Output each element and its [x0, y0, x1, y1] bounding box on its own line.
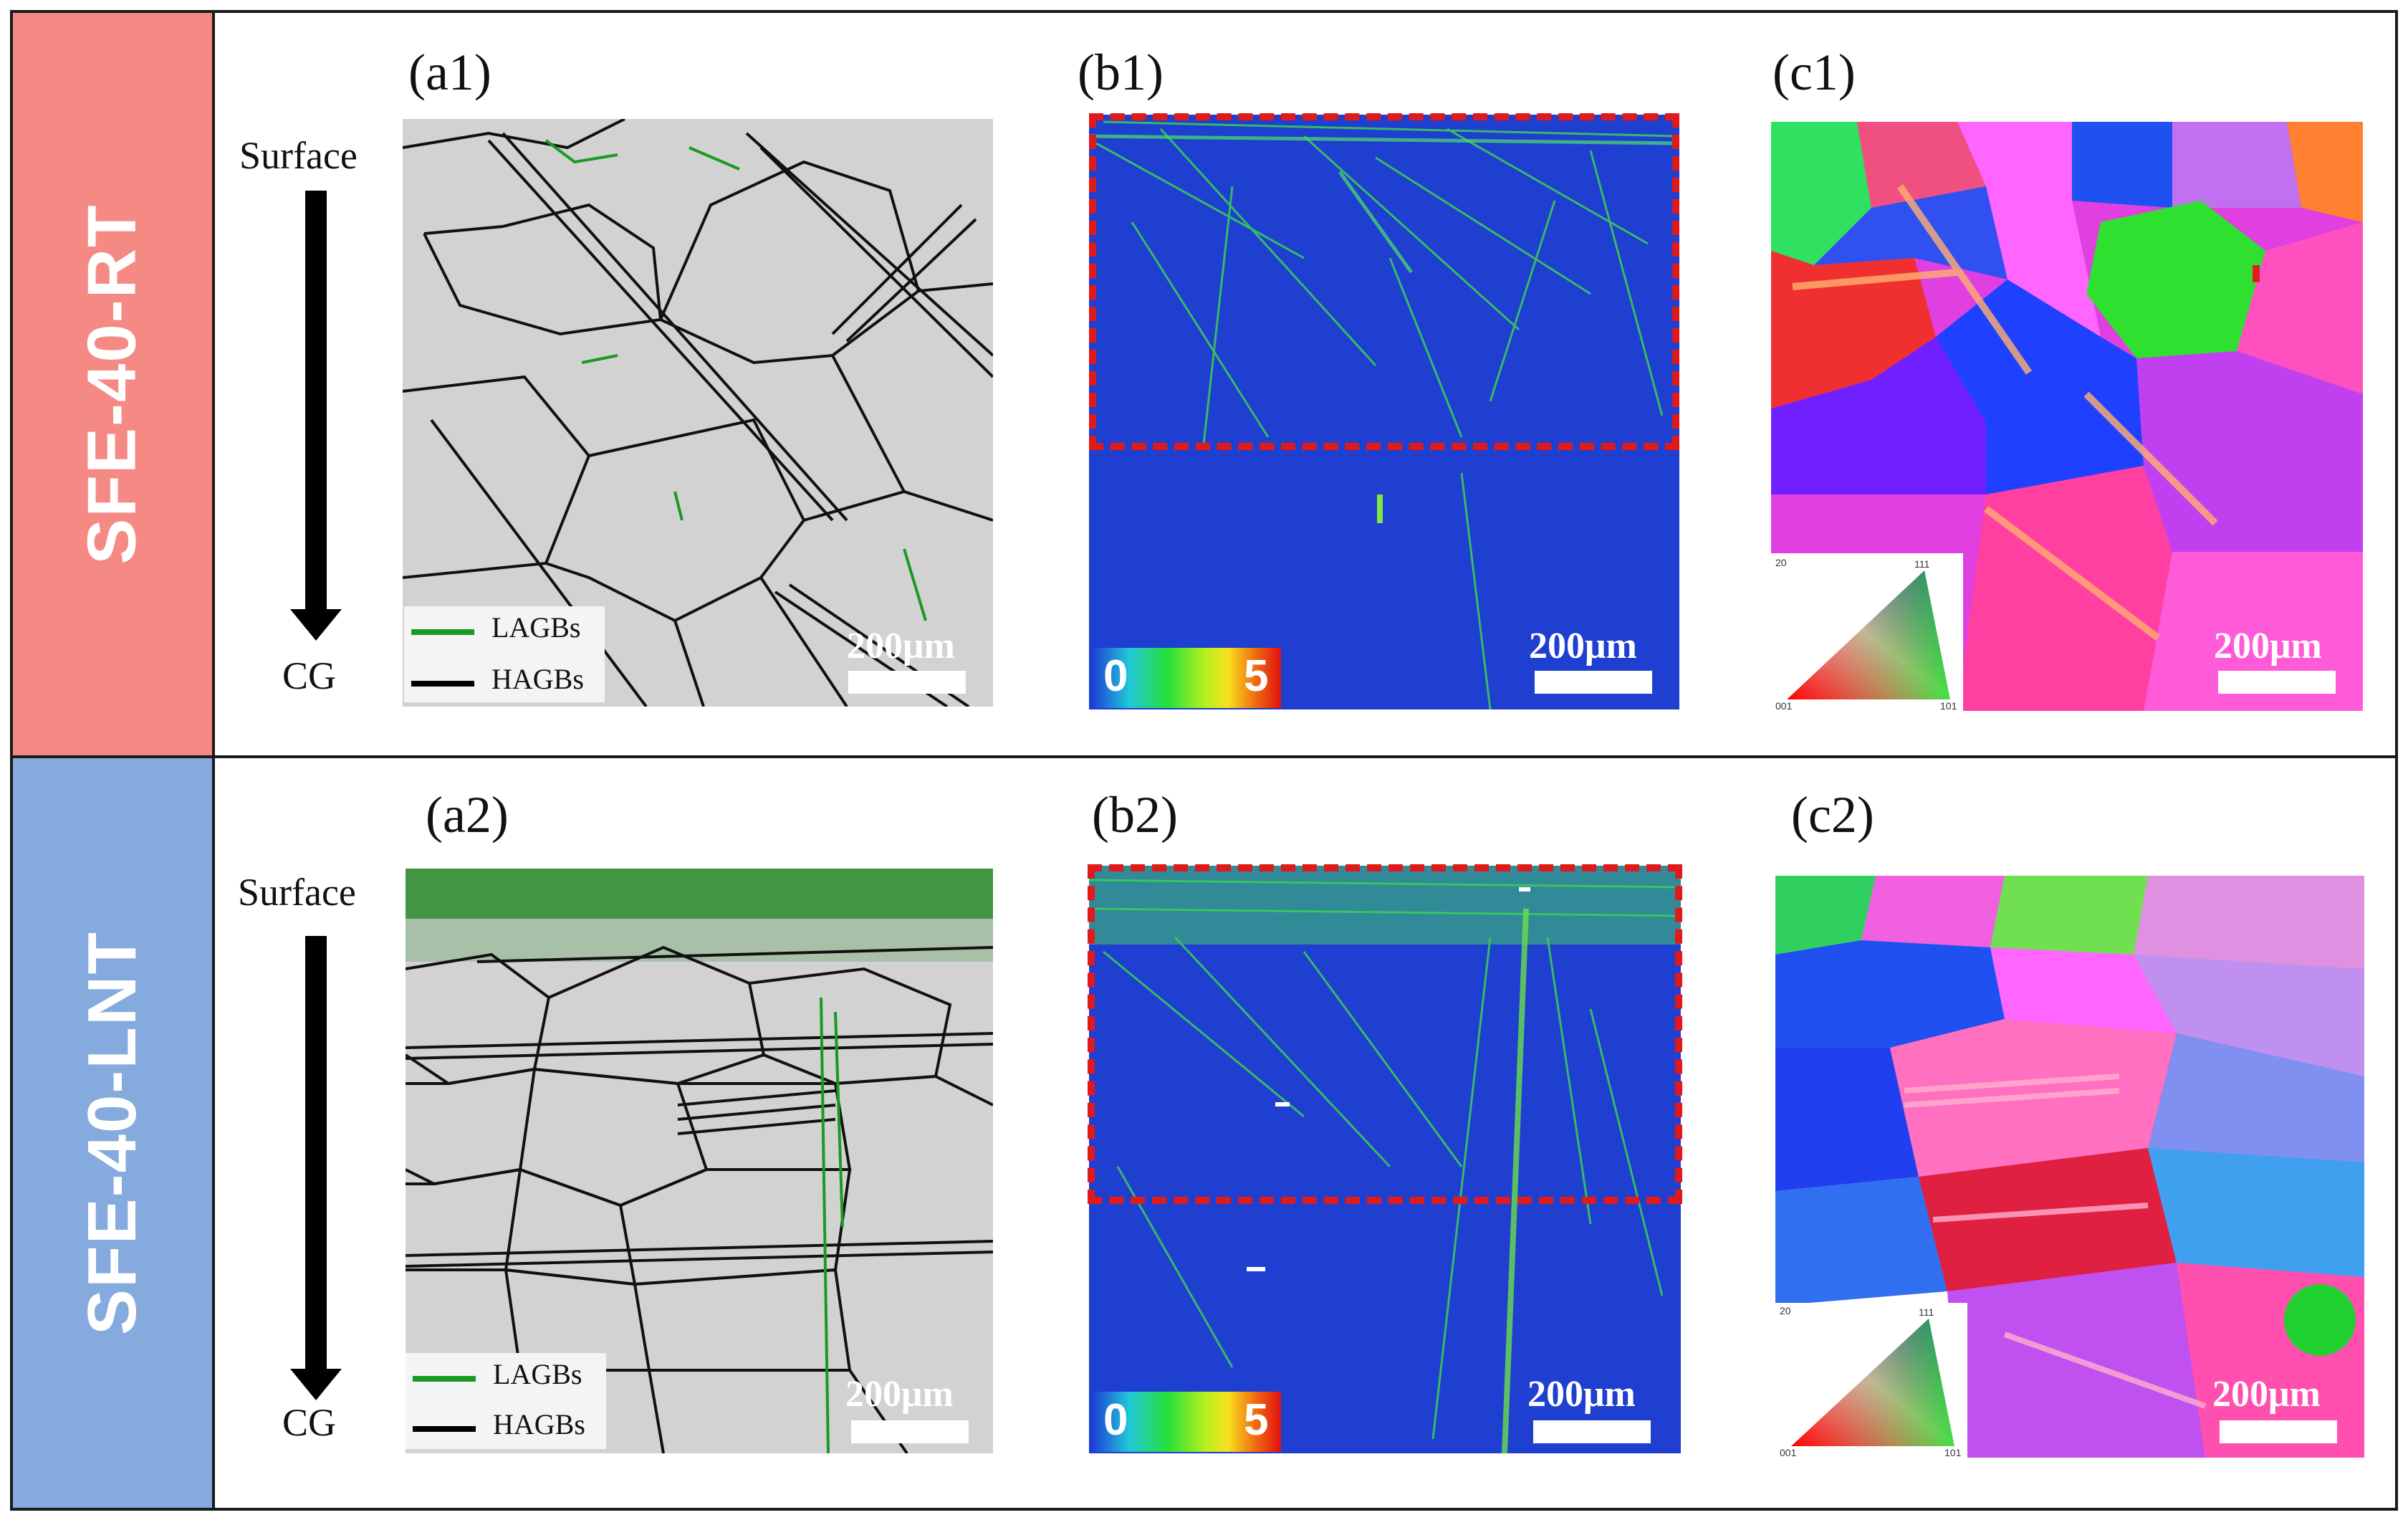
legend-lagb-label: LAGBs: [491, 611, 581, 644]
ipf-key-label-20-2: 20: [1780, 1305, 1791, 1316]
scale-bar-b2: [1533, 1420, 1651, 1443]
scale-bar-b1: [1535, 671, 1652, 694]
scale-label-c2: 200μm: [2212, 1374, 2321, 1415]
depth-label-surface-2: Surface: [238, 871, 356, 914]
ipf-color-key-c1: 20 111 001 101: [1771, 553, 1963, 712]
ipf-key-label-001-2: 001: [1780, 1447, 1797, 1458]
kam-colorbar-b1: [1092, 648, 1281, 708]
depth-label-surface: Surface: [239, 134, 358, 177]
highlight-box-b1: [1089, 113, 1679, 450]
panel-label-b1: (b1): [1078, 44, 1164, 101]
kam-colorbar-b2: [1092, 1392, 1281, 1452]
figure-frame: [10, 10, 2398, 1511]
ipf-color-key-c2: 20 111 001 101: [1775, 1303, 1967, 1458]
scale-label-a1: 200μm: [847, 626, 955, 666]
grain-boundary-map-a2: [406, 869, 993, 1453]
depth-arrow: [305, 191, 327, 609]
legend-hagb-line-2: [413, 1426, 476, 1432]
row-divider: [10, 755, 2398, 758]
scale-label-b1: 200μm: [1529, 626, 1637, 666]
colorbar-max-b1: 5: [1244, 651, 1269, 701]
panel-label-c1: (c1): [1773, 44, 1856, 101]
scale-bar-c2: [2220, 1420, 2337, 1443]
scale-label-c1: 200μm: [2214, 626, 2322, 666]
depth-arrow-head-2: [290, 1369, 342, 1400]
colorbar-min-b1: 0: [1103, 651, 1128, 701]
legend-hagb-label: HAGBs: [491, 663, 584, 695]
legend-box-a2: [406, 1353, 606, 1449]
legend-lagb-line: [411, 629, 474, 635]
ipf-key-label-101-2: 101: [1944, 1447, 1962, 1458]
scale-bar-a1: [848, 671, 966, 694]
panel-label-c2: (c2): [1791, 786, 1874, 843]
scale-bar-c1: [2218, 671, 2336, 694]
legend-hagb-label-2: HAGBs: [493, 1408, 585, 1440]
scale-label-b2: 200μm: [1527, 1374, 1636, 1415]
row-label-lnt: SFE-40-LNT: [13, 758, 212, 1508]
ipf-key-label-111-2: 111: [1919, 1306, 1934, 1318]
legend-hagb-line: [411, 681, 474, 687]
scale-label-a2: 200μm: [845, 1374, 954, 1415]
kam-map-b2: [1089, 866, 1681, 1453]
ipf-key-label-111: 111: [1914, 558, 1929, 570]
legend-lagb-label-2: LAGBs: [493, 1358, 582, 1390]
ipf-key-label-001: 001: [1775, 700, 1793, 711]
label-divider: [212, 10, 215, 1511]
ipf-map-c2: [1775, 876, 2364, 1458]
legend-lagb-line-2: [413, 1376, 476, 1382]
panel-label-a2: (a2): [426, 786, 509, 843]
panel-label-a1: (a1): [408, 44, 491, 101]
colorbar-max-b2: 5: [1244, 1395, 1269, 1445]
depth-arrow-head: [290, 609, 342, 641]
ipf-key-label-101: 101: [1940, 700, 1957, 711]
kam-map-b1: [1089, 115, 1679, 709]
panel-label-b2: (b2): [1092, 786, 1178, 843]
row-label-rt: SFE-40-RT: [13, 13, 212, 755]
scale-bar-a2: [851, 1420, 969, 1443]
depth-arrow-2: [305, 936, 327, 1370]
depth-label-cg-2: CG: [282, 1401, 337, 1444]
colorbar-min-b2: 0: [1103, 1395, 1128, 1445]
highlight-box-b2: [1088, 864, 1682, 1204]
ipf-key-label-20: 20: [1775, 557, 1787, 568]
depth-label-cg: CG: [282, 654, 337, 697]
